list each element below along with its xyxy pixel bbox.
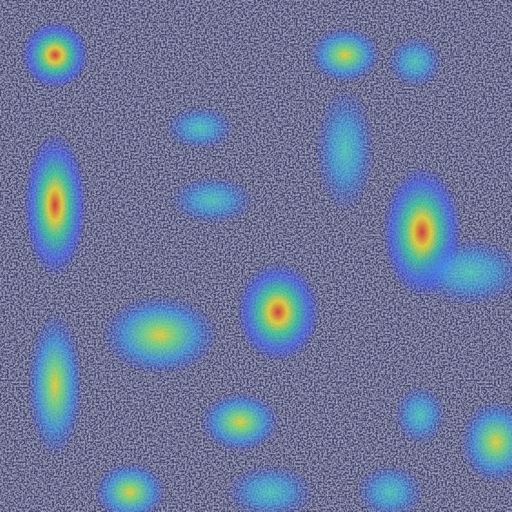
heat-blob	[460, 400, 512, 484]
heat-blob	[226, 464, 314, 512]
heat-blob	[170, 176, 254, 224]
heat-blob	[414, 238, 512, 306]
heat-blob	[94, 462, 166, 512]
heat-blob	[200, 392, 280, 452]
heat-blob	[309, 27, 381, 83]
heat-blob	[394, 385, 446, 445]
heat-blob	[356, 464, 424, 512]
heat-blob	[102, 295, 218, 375]
heat-blob	[21, 21, 89, 89]
heat-blob	[236, 262, 320, 362]
heat-blob	[166, 106, 234, 150]
heat-blobs	[21, 21, 512, 512]
heat-blob	[23, 133, 87, 277]
heat-blob	[387, 36, 443, 88]
heat-blob	[315, 88, 375, 212]
heat-blob	[27, 313, 83, 457]
